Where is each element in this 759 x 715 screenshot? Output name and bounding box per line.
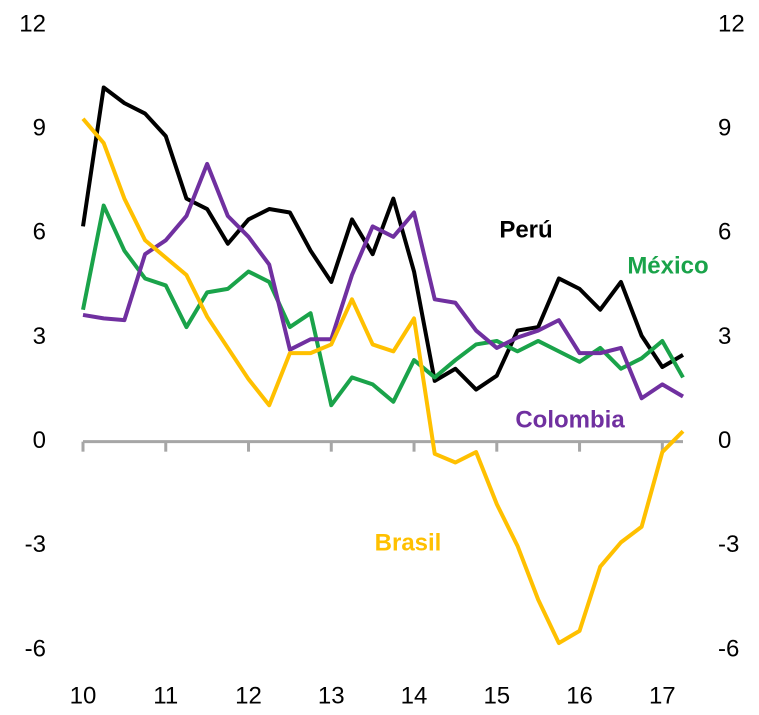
y2-tick-label: -3 [718, 531, 739, 558]
series-label: México [627, 252, 708, 279]
line-series [81, 85, 685, 392]
y2-tick-label: 6 [718, 219, 731, 246]
line-series [81, 117, 685, 646]
series-label: Perú [499, 216, 552, 243]
x-tick-label: 12 [235, 682, 262, 709]
line-series [81, 203, 685, 408]
y-tick-label: -3 [25, 531, 46, 558]
x-tick-label: 10 [70, 682, 97, 709]
y-tick-label: 3 [33, 323, 46, 350]
x-tick-label: 16 [566, 682, 593, 709]
y2-tick-label: 12 [718, 10, 745, 37]
y-tick-label: 0 [33, 427, 46, 454]
y-tick-label: 12 [19, 10, 46, 37]
y2-tick-label: -6 [718, 635, 739, 662]
y2-tick-label: 9 [718, 115, 731, 142]
y-tick-label: -6 [25, 635, 46, 662]
x-tick-label: 15 [483, 682, 510, 709]
series-label: Brasil [375, 529, 442, 556]
x-tick-label: 17 [649, 682, 676, 709]
series-label: Colombia [515, 406, 625, 433]
y2-tick-label: 0 [718, 427, 731, 454]
x-tick-label: 14 [401, 682, 428, 709]
x-tick-label: 11 [153, 682, 178, 709]
y2-tick-label: 3 [718, 323, 731, 350]
line-series [82, 161, 685, 401]
x-tick-label: 13 [318, 682, 345, 709]
y-tick-label: 9 [33, 115, 46, 142]
y-tick-label: 6 [33, 219, 46, 246]
